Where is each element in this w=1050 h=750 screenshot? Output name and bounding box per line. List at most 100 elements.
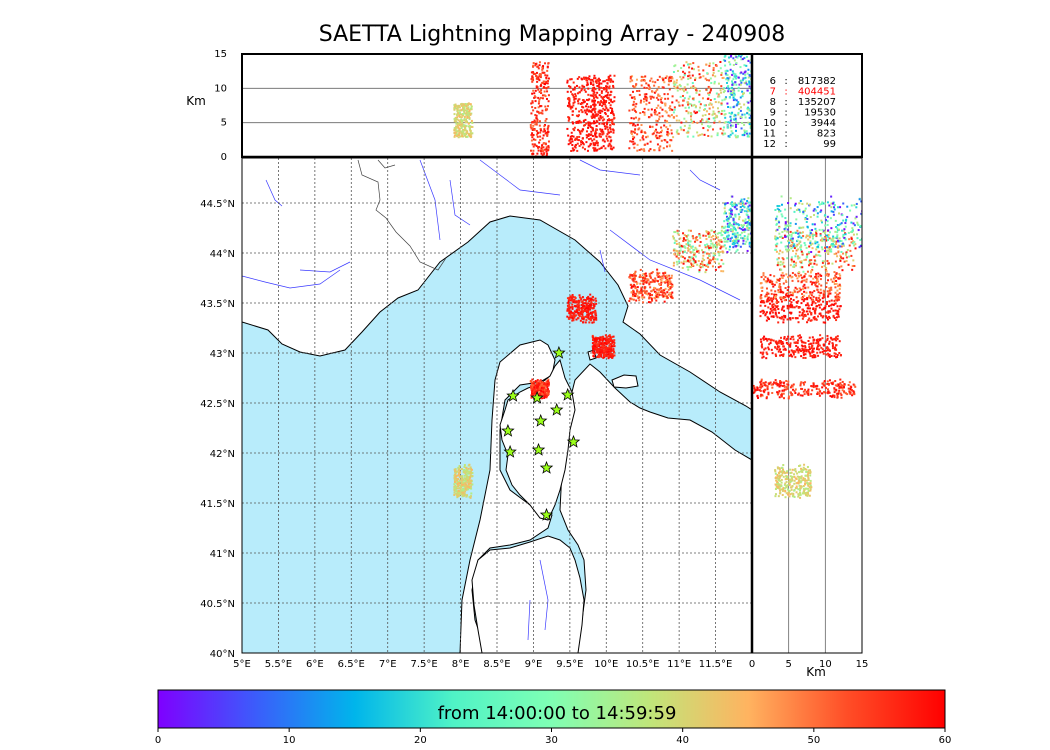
lightning-source (541, 397, 544, 400)
lightning-source-top (631, 108, 634, 111)
lightning-source-side (782, 469, 785, 472)
lightning-source (610, 347, 613, 350)
lightning-source-side (798, 290, 801, 293)
lightning-source-top (653, 109, 656, 112)
lightning-source-top (720, 91, 723, 94)
lightning-source-top (532, 145, 535, 148)
lightning-source-side (835, 280, 838, 283)
lightning-source-side (802, 287, 805, 290)
lightning-source-top (580, 89, 583, 92)
lightning-source (710, 229, 713, 232)
lightning-source (640, 286, 643, 289)
lightning-source-side (834, 274, 837, 277)
lightning-source (632, 289, 635, 292)
lightning-source-top (596, 78, 599, 81)
lightning-source (547, 380, 550, 383)
lightning-source-top (673, 80, 676, 83)
altitude-vs-longitude-sources (453, 54, 752, 157)
lightning-source-side (801, 298, 804, 301)
lightning-source (695, 238, 698, 241)
lightning-source-top (589, 106, 592, 109)
lightning-source (745, 221, 748, 224)
lightning-source-top (578, 144, 581, 147)
lightning-source-side (803, 492, 806, 495)
station-star-icon (566, 434, 581, 448)
lightning-source-top (731, 70, 734, 73)
lightning-source (457, 485, 460, 488)
lightning-source (691, 264, 694, 267)
lightning-source (532, 382, 535, 385)
lightning-source-side (823, 380, 826, 383)
lightning-source (680, 244, 683, 247)
lightning-source-side (788, 480, 791, 483)
lightning-source-top (587, 133, 590, 136)
lightning-source-top (640, 129, 643, 132)
lightning-source-top (544, 105, 547, 108)
lightning-source-top (546, 131, 549, 134)
lightning-source-side (800, 344, 803, 347)
lightning-source (682, 232, 685, 235)
lightning-source (667, 293, 670, 296)
lightning-source-top (608, 135, 611, 138)
lightning-source (732, 241, 735, 244)
lightning-source-side (793, 390, 796, 393)
lightning-source (711, 265, 714, 268)
lightning-source-side (796, 317, 799, 320)
lightning-source-top (460, 127, 463, 130)
lightning-source-top (546, 152, 549, 155)
lightning-source-side (818, 392, 821, 395)
lightning-source-top (566, 90, 569, 93)
lightning-source (600, 354, 603, 357)
lightning-source-side (802, 348, 805, 351)
lightning-source (748, 222, 751, 225)
lightning-source-top (531, 71, 534, 74)
lightning-source-top (635, 78, 638, 81)
lightning-source-side (816, 345, 819, 348)
lightning-source (639, 274, 642, 277)
lightning-source-side (805, 280, 808, 283)
lightning-source-side (801, 295, 804, 298)
lightning-source-side (801, 479, 804, 482)
lightning-source-top (697, 65, 700, 68)
lightning-source-side (797, 349, 800, 352)
lightning-source-top (458, 114, 461, 117)
lightning-source-side (809, 275, 812, 278)
lightning-source (456, 492, 459, 495)
lightning-source-side (811, 355, 814, 358)
lightning-source (601, 335, 604, 338)
lightning-source (671, 291, 674, 294)
lightning-source-top (727, 87, 730, 90)
lightning-source-top (713, 82, 716, 85)
lightning-source-top (539, 73, 542, 76)
lightning-source-side (807, 393, 810, 396)
lightning-source-top (463, 125, 466, 128)
lightning-source-top (685, 110, 688, 113)
lightning-source-side (837, 293, 840, 296)
lightning-source-top (535, 114, 538, 117)
lightning-source-top (739, 117, 742, 120)
lightning-source-side (838, 352, 841, 355)
lightning-source (545, 388, 548, 391)
lightning-source (584, 309, 587, 312)
lightning-source-top (643, 131, 646, 134)
lightning-source-side (809, 271, 812, 274)
lightning-source (575, 308, 578, 311)
lightning-source-top (673, 85, 676, 88)
lightning-source (604, 354, 607, 357)
lightning-source (710, 242, 713, 245)
lightning-source-side (827, 274, 830, 277)
lightning-source-top (596, 114, 599, 117)
lightning-source-side (807, 484, 810, 487)
lightning-source-top (644, 143, 647, 146)
lightning-source-top (716, 134, 719, 137)
lightning-source-side (828, 300, 831, 303)
lightning-source-top (536, 133, 539, 136)
lon-tick-label: 8.5°E (483, 659, 510, 670)
lightning-source-top (538, 120, 541, 123)
lightning-source-top (598, 135, 601, 138)
lightning-source (632, 298, 635, 301)
lightning-source (653, 297, 656, 300)
lightning-source (686, 265, 689, 268)
lightning-source (657, 296, 660, 299)
lightning-source-top (748, 123, 751, 126)
